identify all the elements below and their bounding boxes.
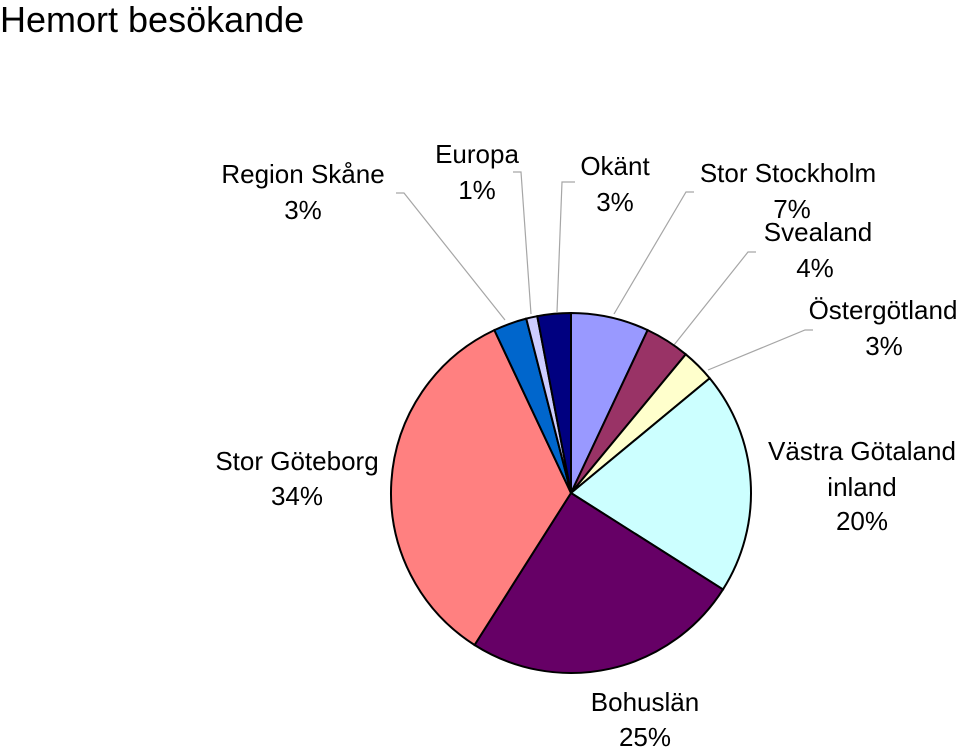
slice-name-label-3: Västra Götaland [768,436,956,466]
leader-lines [396,171,813,371]
pie-slices [390,311,752,674]
slice-percent-label-2: 3% [865,331,903,361]
slice-name-label-6: Region Skåne [221,159,384,189]
leader-line-6 [396,192,506,321]
slice-name-label-2: Östergötland [809,295,958,325]
slice-percent-label-8: 3% [596,187,634,217]
slice-percent-label-6: 3% [284,195,322,225]
slice-name-label-7: Europa [435,139,519,169]
slice-name-label-0: Stor Stockholm [700,158,876,188]
slice-percent-label-1: 4% [796,253,834,283]
leader-line-7 [513,171,532,315]
leader-line-0 [613,191,694,315]
slice-name-label-8: Okänt [580,151,650,181]
pie-slice-8 [536,311,572,494]
slice-percent-label-7: 1% [458,175,496,205]
slice-name-label-3: inland [827,472,896,502]
slice-labels: Stor Stockholm 7%Svealand 4% Östergötland 3%… [215,139,957,751]
slice-name-label-1: Svealand [764,217,872,247]
pie-slice-5 [390,328,573,647]
slice-percent-label-0: 7% [773,194,811,224]
slice-percent-label-3: 20% [836,506,888,536]
leader-line-8 [556,181,575,313]
leader-line-2 [707,329,813,371]
slice-name-label-5: Stor Göteborg [215,446,378,476]
chart-title: Hemort besökande [0,0,304,40]
pie-slice-4 [473,491,725,674]
slice-percent-label-5: 34% [271,481,323,511]
slice-name-label-4: Bohuslän [591,687,699,717]
slice-percent-label-4: 25% [619,722,671,751]
leader-line-1 [673,251,756,346]
pie-slice-3 [569,376,752,591]
